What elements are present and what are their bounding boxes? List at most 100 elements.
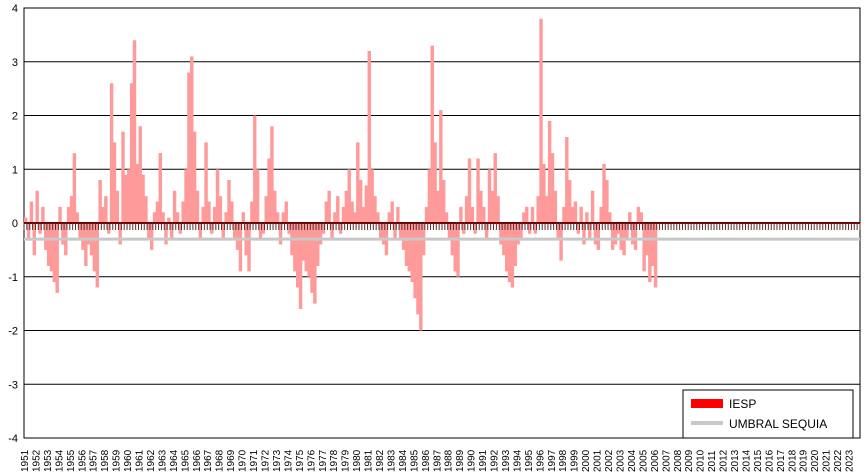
x-tick-label: 1957 [89,449,100,472]
iesp-bar [49,223,54,272]
iesp-bar [525,206,529,223]
iesp-bar [456,223,460,277]
iesp-bar [313,223,317,304]
iesp-bar [590,190,595,223]
iesp-bar [195,190,200,223]
iesp-bar [381,223,386,245]
iesp-bar [393,223,397,240]
x-tick-label: 2002 [604,449,615,472]
x-tick-label: 2010 [696,449,707,472]
iesp-bar [639,212,643,223]
iesp-bar [513,223,517,266]
iesp-bar [399,223,403,240]
x-tick-label: 1966 [192,449,203,472]
iesp-bar [255,169,260,223]
iesp-bar [112,142,117,223]
iesp-bar [353,212,357,223]
y-tick-label: 0 [12,218,18,230]
iesp-bar [38,223,42,234]
iesp-bar [293,223,297,272]
iesp-bar [642,223,646,272]
iesp-bar [204,142,208,223]
legend-swatch-umbral-sequia [691,421,723,425]
iesp-bar [565,137,569,223]
iesp-bar [602,163,606,223]
x-tick-label: 1974 [283,449,294,472]
iesp-bar [493,153,497,223]
x-tick-label: 1984 [398,449,409,472]
iesp-bar [519,223,523,240]
x-tick-label: 1987 [432,449,443,472]
iesp-bar [221,223,225,240]
y-axis-ticks: 4 3 2 1 0 -1 -2 -3 -4 [8,3,18,445]
iesp-bar [190,56,194,223]
iesp-bar [164,223,168,245]
iesp-bar [347,169,351,223]
x-tick-label: 1973 [272,449,283,472]
iesp-bar [78,223,82,240]
iesp-bar [152,212,157,223]
iesp-bar [553,190,558,223]
iesp-bar [155,201,160,223]
iesp-bar [376,212,380,223]
iesp-bar [625,223,629,240]
iesp-bar [273,190,277,223]
x-tick-label: 2018 [787,449,798,472]
iesp-bar [433,142,437,223]
iesp-bar [539,18,543,223]
x-tick-label: 1981 [364,449,375,472]
iesp-bar [72,153,77,223]
iesp-bar [104,196,108,223]
iesp-bar [207,201,211,223]
iesp-bar [161,212,165,223]
iesp-bar [444,212,449,223]
x-tick-label: 2006 [650,449,661,472]
iesp-bar [364,185,369,223]
legend: IESP UMBRAL SEQUIA [682,389,854,439]
iesp-bar [307,223,311,277]
iesp-bar [356,142,360,223]
iesp-bar [261,223,266,234]
iesp-bar [536,196,540,223]
iesp-bar [413,223,417,299]
iesp-bar [81,223,85,250]
x-tick-label: 2023 [845,449,856,472]
iesp-bar [633,223,638,250]
iesp-bar [573,201,578,223]
iesp-bar [129,83,134,223]
iesp-bar [52,223,57,283]
iesp-bar [522,212,526,223]
iesp-bar [430,45,434,223]
iesp-bar [599,206,603,223]
iesp-bar [127,169,131,223]
x-tick-label: 1976 [306,449,317,472]
y-tick-label: 4 [12,3,18,15]
iesp-bar [301,223,306,261]
x-tick-label: 1958 [100,449,111,472]
iesp-bar [192,131,197,223]
x-tick-label: 1954 [54,449,65,472]
iesp-bar [579,206,583,223]
iesp-bar [613,223,618,245]
iesp-bar [396,206,400,223]
x-tick-label: 1982 [375,449,386,472]
iesp-bar [247,223,251,272]
iesp-bar [545,196,549,223]
iesp-bar [215,169,220,223]
legend-label-iesp: IESP [729,397,756,411]
iesp-bar [281,212,286,223]
iesp-bar [284,201,288,223]
iesp-bar [278,223,283,245]
iesp-bar [490,190,495,223]
x-tick-label: 2009 [684,449,695,472]
iesp-bar [562,206,566,223]
x-tick-label: 2022 [833,449,844,472]
iesp-bar [630,223,635,245]
iesp-bar [253,115,257,223]
iesp-bar [516,223,520,245]
iesp-bar [172,190,177,223]
iesp-bar [132,40,137,223]
iesp-bar [487,169,492,223]
iesp-bar [499,223,503,245]
x-tick-label: 1977 [318,449,329,472]
